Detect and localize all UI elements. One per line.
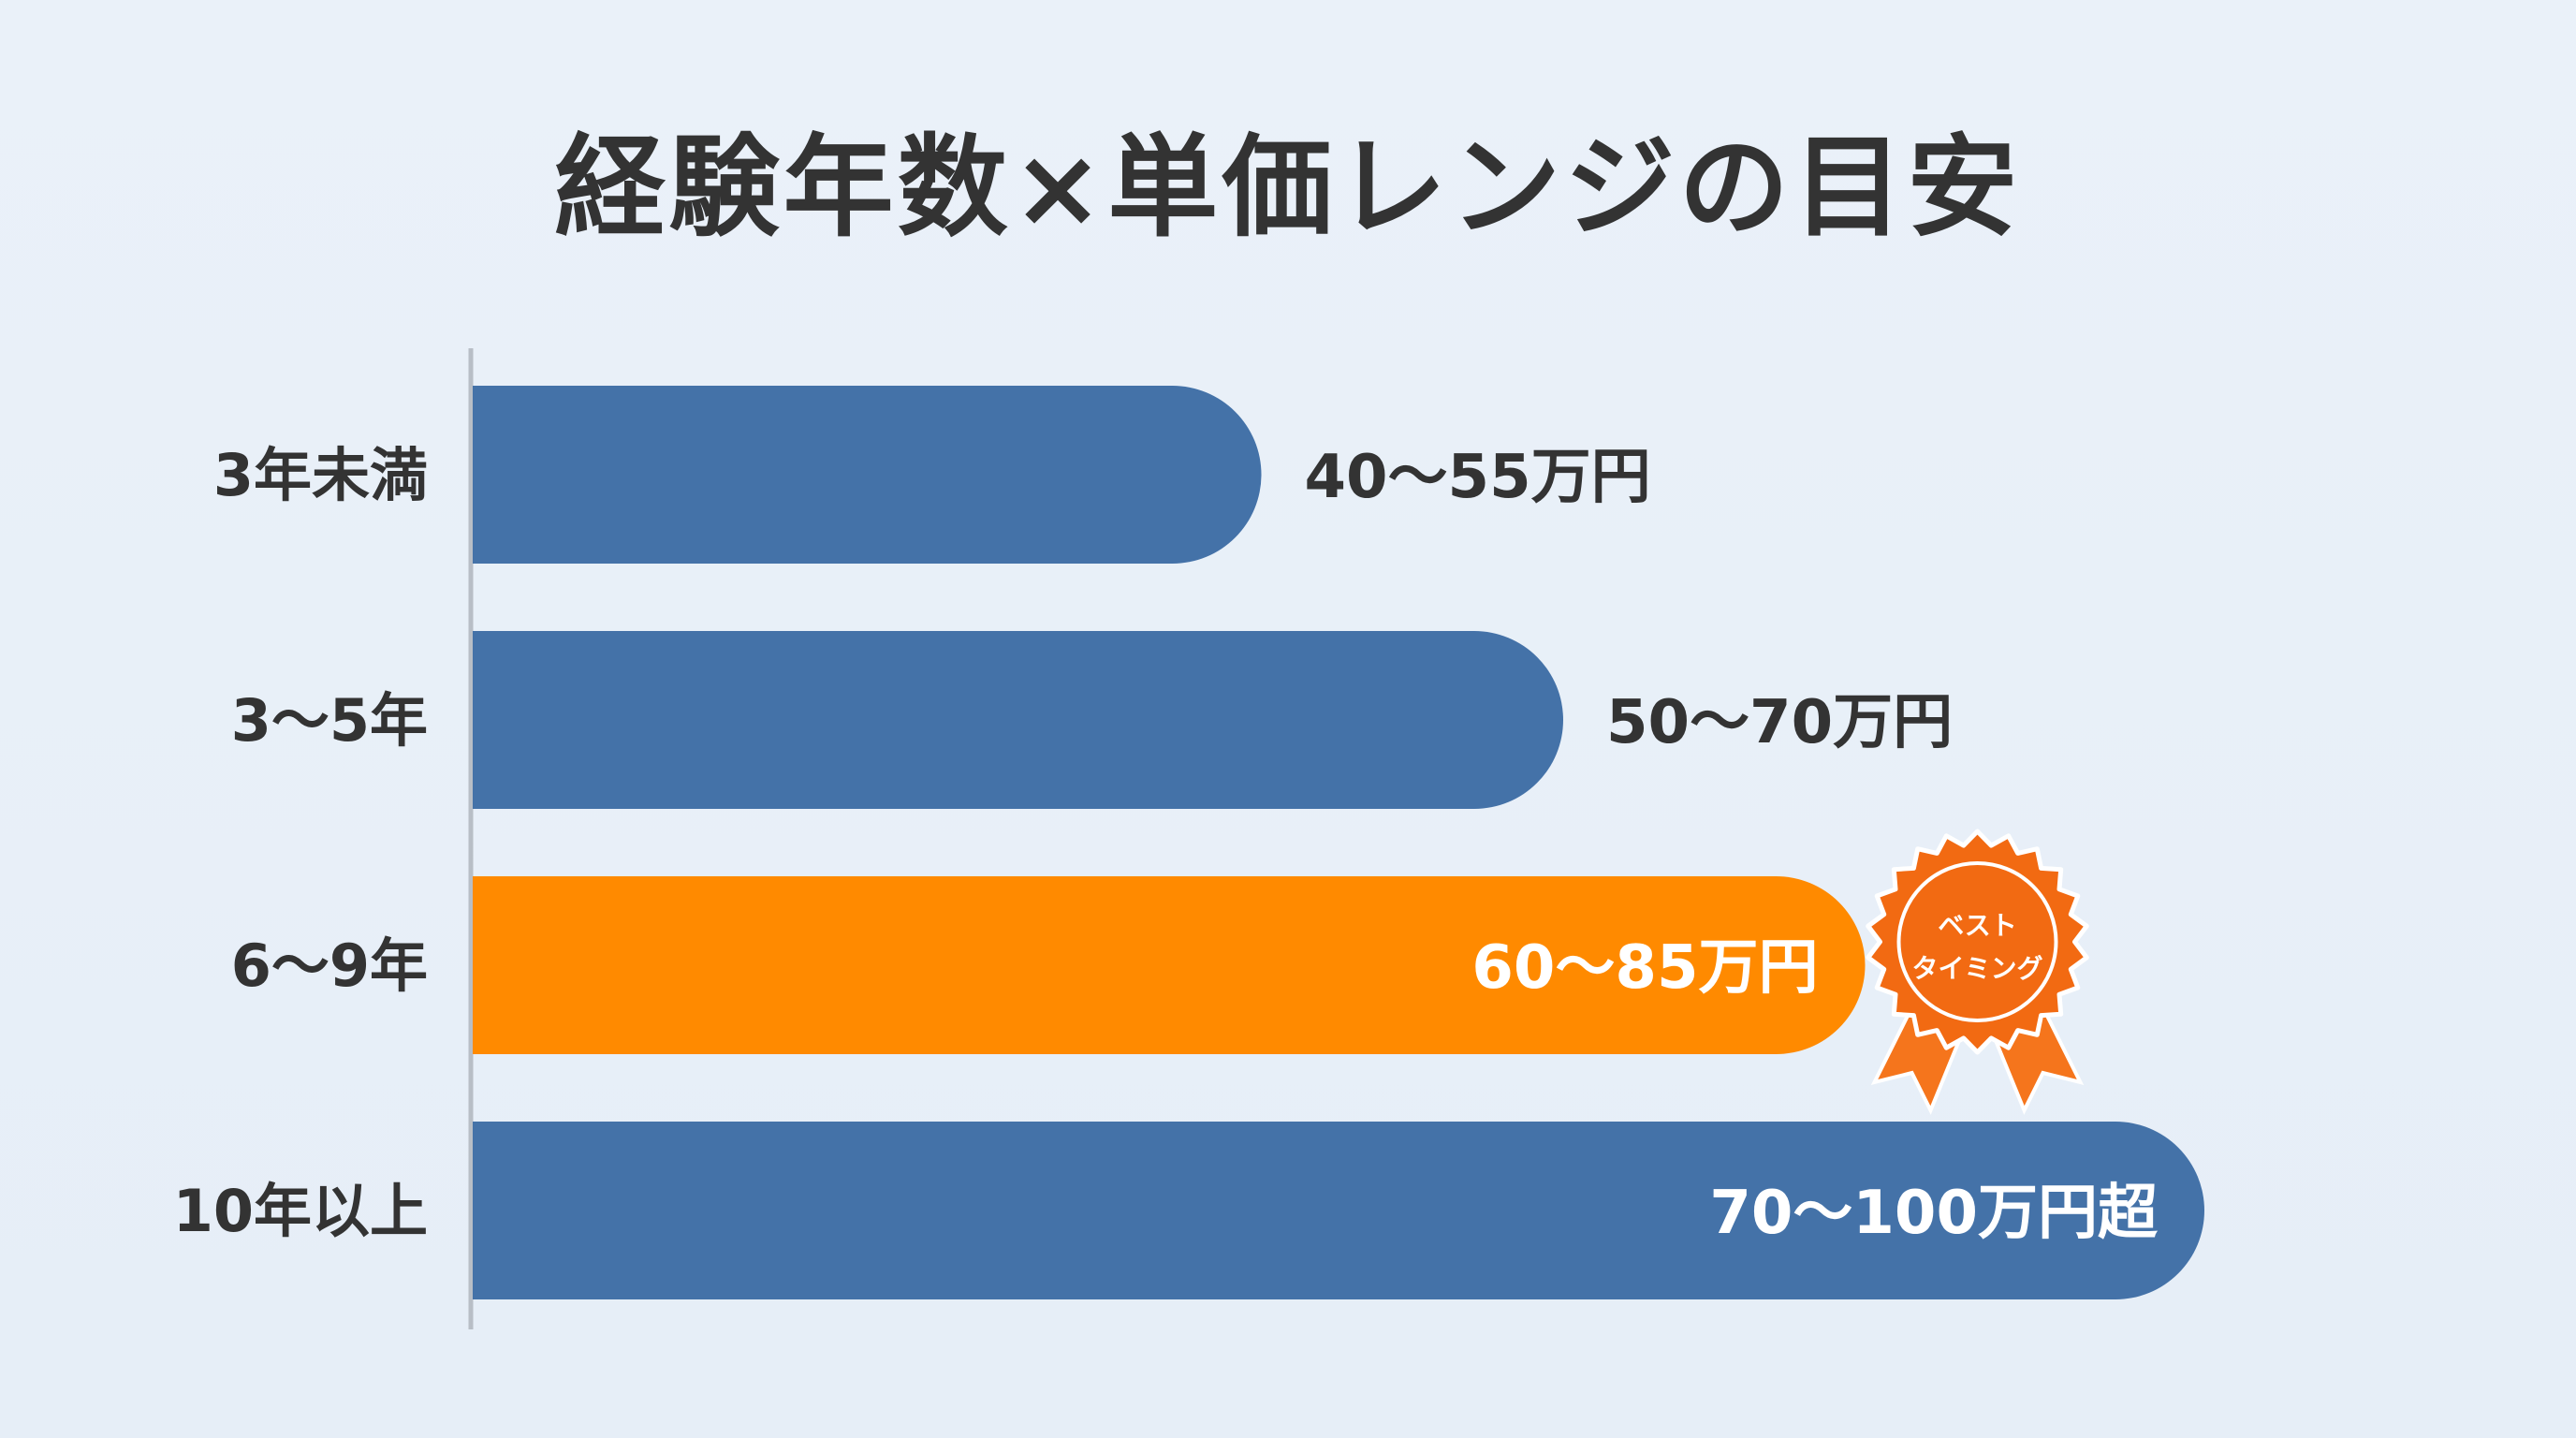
bar-highlight (473, 876, 1866, 1054)
badge-text-line2: タイミング (1911, 953, 2042, 984)
value-label: 70〜100万円超 (1709, 1179, 2159, 1248)
value-label: 40〜55万円 (1305, 443, 1651, 512)
value-label: 50〜70万円 (1606, 688, 1953, 757)
value-label: 60〜85万円 (1471, 933, 1818, 1003)
category-label: 3〜5年 (231, 686, 428, 755)
bar (473, 386, 1262, 564)
bar (473, 631, 1563, 809)
category-label: 3年未満 (213, 441, 428, 509)
chart-title: 経験年数×単価レンジの目安 (554, 123, 2022, 252)
category-label: 10年以上 (173, 1177, 428, 1245)
badge-text-line1: ベスト (1938, 910, 2017, 941)
category-label: 6〜9年 (231, 932, 428, 1000)
bar (473, 1122, 2204, 1299)
badge-inner-ring (1896, 861, 2058, 1022)
